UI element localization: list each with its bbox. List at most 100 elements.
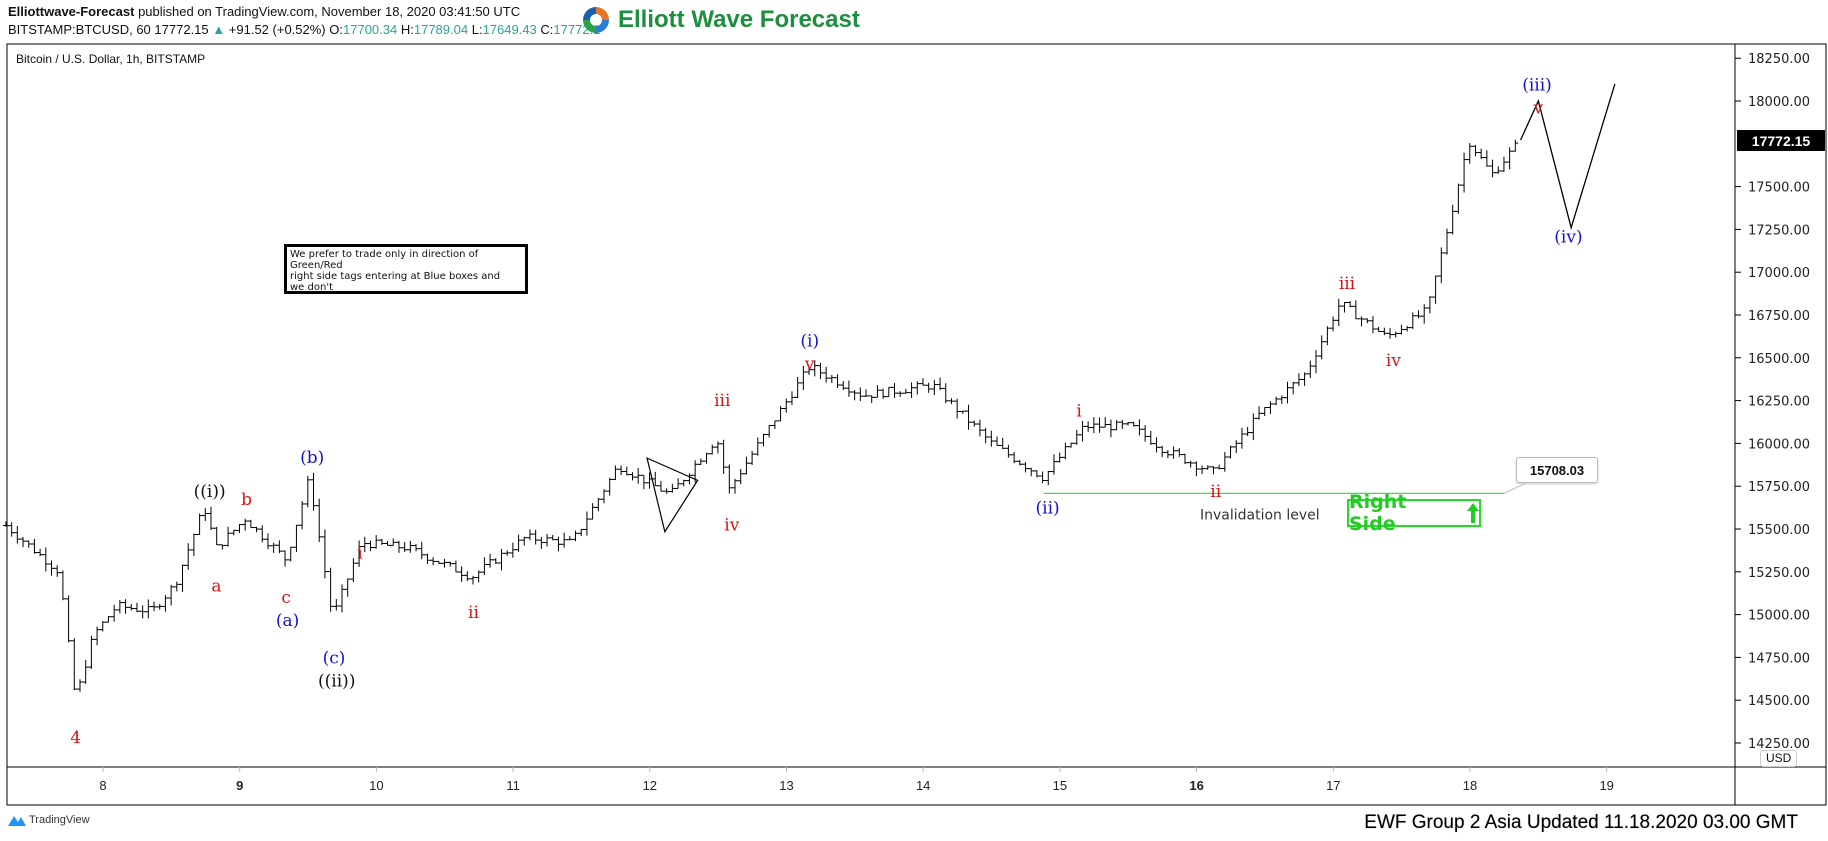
currency-button[interactable]: USD	[1760, 750, 1798, 767]
publisher-name[interactable]: Elliottwave-Forecast	[8, 4, 135, 19]
ohlc-bar	[902, 388, 909, 394]
ohlc-bar	[1295, 373, 1302, 387]
ohlc-bar	[82, 659, 89, 684]
last-price-tag: 17772.15	[1737, 130, 1825, 151]
wave-label: (b)	[300, 448, 324, 468]
ohlc-bar	[515, 534, 522, 552]
ohlc-bar	[743, 456, 750, 475]
note-box: We prefer to trade only in direction of …	[284, 244, 528, 294]
invalidation-price-callout: 15708.03	[1516, 457, 1598, 483]
ohlc-bar	[1438, 247, 1445, 284]
time-tick-label: 15	[1053, 778, 1067, 793]
ohlc-bar	[299, 501, 306, 530]
ohlc-bar	[122, 599, 129, 614]
ohlc-bar	[1381, 327, 1388, 336]
ohlc-bar	[623, 466, 630, 476]
ohlc-bar	[1330, 316, 1337, 332]
ohlc-bar	[1318, 335, 1325, 360]
ohlc-bar	[162, 595, 169, 612]
tradingview-logo[interactable]: TradingView	[8, 814, 90, 826]
ohlc-bar	[270, 542, 277, 553]
ohlc-bar	[783, 398, 790, 413]
ohlc-bar	[253, 526, 260, 533]
ohlc-bar	[840, 381, 847, 390]
ohlc-bar	[834, 374, 841, 388]
ohlc-bar	[111, 604, 118, 622]
ohlc-bar	[868, 395, 875, 404]
ohlc-bar	[788, 391, 795, 406]
ohlc-bar	[737, 469, 744, 485]
ohlc-bar	[595, 498, 602, 512]
ohlc-bar	[1358, 316, 1365, 327]
ohlc-bar	[971, 420, 978, 427]
ohlc-bar	[806, 367, 813, 375]
ohlc-bar	[14, 525, 21, 544]
price-tick-label: 17500.00	[1748, 181, 1810, 196]
ohlc-bar	[452, 560, 459, 573]
ohlc-bar	[25, 540, 32, 548]
ohlc-bar	[213, 526, 220, 546]
ohlc-bar	[1432, 275, 1439, 304]
price-tick-label: 14750.00	[1748, 651, 1810, 666]
ohlc-bar	[242, 518, 249, 531]
ohlc-bar	[663, 488, 670, 494]
price-axis[interactable]: 18250.00 18000.00 17500.00 17250.00 17000.00…	[1735, 52, 1810, 752]
ohlc-bar	[823, 366, 830, 383]
right-side-label: Right Side	[1349, 491, 1407, 535]
ohlc-bar	[965, 404, 972, 430]
ohlc-bar	[441, 558, 448, 568]
wave-label: ii	[1210, 482, 1221, 502]
ohlc-bar	[418, 541, 425, 560]
ohlc-bar	[754, 437, 761, 456]
ohlc-bar	[914, 381, 921, 395]
ohlc-bar	[863, 389, 870, 397]
ohlc-bar	[1216, 464, 1223, 470]
price-tick-label: 15250.00	[1748, 566, 1810, 581]
ohlc-bar	[1512, 139, 1519, 152]
ohlc-bar	[94, 626, 101, 646]
ohlc-bar	[1119, 419, 1126, 429]
ohlc-bar	[310, 472, 317, 511]
ohlc-bar	[236, 524, 243, 534]
ohlc-bar	[99, 621, 106, 632]
ewf-logo: Elliott Wave Forecast	[580, 2, 860, 38]
ohlc-bar	[259, 525, 266, 543]
ohlc-bar	[481, 557, 488, 576]
ohlc-bar	[76, 679, 83, 692]
price-tick-label: 15750.00	[1748, 480, 1810, 495]
ohlc-bar	[338, 584, 345, 613]
ohlc-bar	[395, 540, 402, 553]
wave-label: iv	[1386, 351, 1401, 371]
wave-label: a	[211, 576, 221, 596]
ohlc-bar	[264, 533, 271, 550]
ohlc-bar	[794, 376, 801, 399]
time-tick-label: 12	[643, 778, 657, 793]
logo-text: Elliott Wave Forecast	[618, 6, 860, 33]
ohlc-bar	[954, 398, 961, 419]
ohlc-bar	[680, 479, 687, 487]
ohlc-bar	[173, 581, 180, 592]
time-axis[interactable]: 8 9 10 11 12 13 14 15 16 17 18 19	[99, 767, 1614, 793]
ohlc-bar	[1335, 298, 1342, 326]
price-tick-label: 16250.00	[1748, 395, 1810, 410]
ohlc-bar	[225, 526, 232, 547]
ohlc-bar	[732, 478, 739, 494]
ohlc-bar	[1443, 228, 1450, 255]
ohlc-bar	[657, 480, 664, 492]
ohlc-bar	[1204, 465, 1211, 470]
ohlc-bar	[874, 385, 881, 398]
ohlc-bar	[1347, 301, 1354, 308]
ohlc-bar	[1324, 326, 1331, 346]
ohlc-bar	[1107, 419, 1114, 438]
ohlc-bar	[435, 560, 442, 564]
ohlc-bar	[948, 398, 955, 405]
price-tick-label: 16000.00	[1748, 437, 1810, 452]
ohlc-bar	[196, 513, 203, 536]
ohlc-bar	[384, 541, 391, 546]
update-info: EWF Group 2 Asia Updated 11.18.2020 03.0…	[1364, 812, 1798, 833]
ohlc-bar	[1181, 453, 1188, 465]
ohlc-bar	[601, 489, 608, 504]
ohlc-bar	[919, 378, 926, 386]
ohlc-bar	[885, 386, 892, 398]
